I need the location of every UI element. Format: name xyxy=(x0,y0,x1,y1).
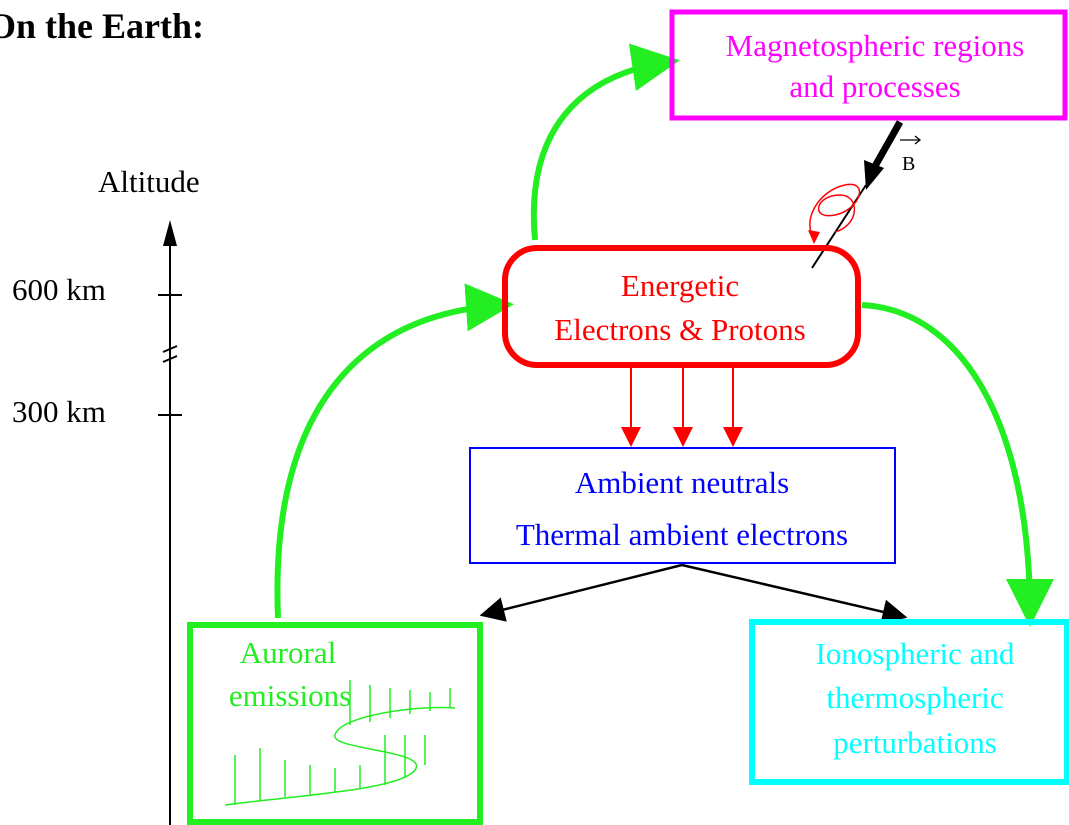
node-text: perturbations xyxy=(833,725,997,760)
tick-label: 600 km xyxy=(12,272,106,307)
output-arrow xyxy=(682,565,905,617)
node-text: Ionospheric and xyxy=(816,636,1015,671)
field-arrow-head xyxy=(864,160,884,190)
node-text: Magnetospheric regions xyxy=(726,28,1025,63)
output-arrow xyxy=(482,565,682,615)
gyration-arrow xyxy=(808,230,820,244)
node-text: Energetic xyxy=(621,268,739,303)
flow-arrow xyxy=(862,305,1030,615)
node-text: Thermal ambient electrons xyxy=(516,517,848,552)
node-text: Ambient neutrals xyxy=(575,465,789,500)
flow-arrow xyxy=(277,305,502,618)
diagram: On the Earth: Altitude 600 km 300 km Mag… xyxy=(0,0,1069,825)
flow-arrow xyxy=(534,62,668,240)
field-arrow xyxy=(874,122,900,168)
node-text: Auroral xyxy=(240,635,336,670)
vector-mark xyxy=(900,136,920,144)
field-label: B xyxy=(902,153,915,175)
title: On the Earth: xyxy=(0,6,204,46)
energetic-box xyxy=(505,248,858,365)
node-text: emissions xyxy=(229,678,351,713)
axis-arrow xyxy=(163,220,177,246)
tick-label: 300 km xyxy=(12,394,106,429)
axis-label: Altitude xyxy=(98,164,200,199)
node-text: thermospheric xyxy=(826,680,1003,715)
node-text: Electrons & Protons xyxy=(554,312,805,347)
node-text: and processes xyxy=(789,69,960,104)
